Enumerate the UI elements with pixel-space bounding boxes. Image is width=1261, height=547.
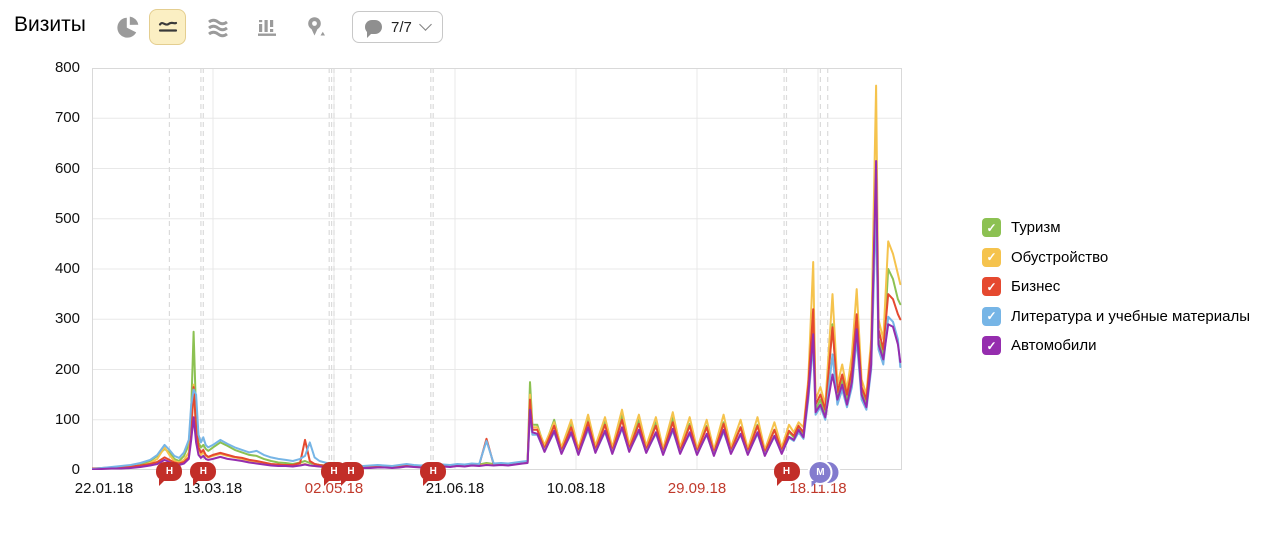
area-chart-icon: [207, 18, 228, 38]
column-chart-icon: [257, 20, 276, 36]
legend-label: Автомобили: [1011, 337, 1097, 355]
holiday-marker[interactable]: Н: [420, 462, 447, 486]
holiday-marker[interactable]: Н: [190, 462, 217, 486]
legend-checkbox-icon[interactable]: ✓: [982, 306, 1001, 326]
y-tick-label: 600: [54, 159, 80, 177]
x-tick-label: 18.11.18: [789, 480, 847, 497]
legend-item[interactable]: ✓ Литература и учебные материалы: [982, 302, 1250, 332]
y-tick-label: 200: [54, 360, 80, 378]
x-tick-label: 29.09.18: [667, 480, 727, 497]
comments-count: 7/7: [391, 18, 412, 36]
legend-checkbox-icon[interactable]: ✓: [982, 247, 1001, 267]
legend-item[interactable]: ✓ Туризм: [982, 213, 1250, 243]
chart-type-columns-button[interactable]: [248, 9, 285, 45]
plot-border: [92, 68, 902, 470]
legend-checkbox-icon[interactable]: ✓: [982, 336, 1001, 356]
holiday-marker[interactable]: Н: [337, 462, 364, 486]
legend-item[interactable]: ✓ Обустройство: [982, 243, 1250, 273]
legend-checkbox-icon[interactable]: ✓: [982, 218, 1001, 238]
series-line[interactable]: [92, 160, 902, 470]
legend-item[interactable]: ✓ Бизнес: [982, 272, 1250, 302]
y-tick-label: 800: [54, 59, 80, 76]
y-tick-label: 400: [54, 260, 80, 277]
y-tick-label: 100: [54, 410, 80, 428]
x-tick-label: 22.01.18: [74, 480, 134, 497]
line-chart-icon: [158, 21, 177, 32]
pie-chart-icon: [116, 16, 138, 38]
chart-type-line-button[interactable]: [149, 9, 186, 45]
holiday-marker[interactable]: Н: [156, 462, 183, 486]
chart-legend: ✓ Туризм ✓ Обустройство ✓ Бизнес ✓ Литература и…: [982, 213, 1250, 361]
chart-type-map-button[interactable]: [297, 9, 334, 45]
legend-item[interactable]: ✓ Автомобили: [982, 331, 1250, 361]
y-tick-label: 700: [54, 109, 80, 127]
comments-filter-button[interactable]: 7/7: [352, 11, 443, 43]
map-pin-icon: [307, 17, 325, 36]
legend-label: Литература и учебные материалы: [1011, 307, 1251, 325]
y-tick-label: 500: [54, 209, 80, 227]
plot-area[interactable]: [92, 68, 902, 470]
chart-type-area-button[interactable]: [199, 9, 236, 45]
legend-label: Обустройство: [1011, 248, 1109, 266]
y-tick-label: 300: [54, 310, 80, 328]
holiday-marker[interactable]: Н: [773, 462, 800, 486]
legend-label: Бизнес: [1011, 278, 1061, 296]
x-tick-label: 10.08.18: [546, 480, 606, 497]
y-tick-label: 0: [71, 461, 80, 478]
x-tick-label: 21.06.18: [425, 480, 485, 497]
legend-label: Туризм: [1011, 219, 1061, 237]
x-tick-label: 02.05.18: [304, 480, 364, 497]
speech-bubble-icon: [365, 20, 382, 38]
note-marker[interactable]: М: [807, 460, 833, 487]
chart-type-pie-button[interactable]: [109, 9, 146, 45]
page-title: Визиты: [14, 13, 86, 36]
legend-checkbox-icon[interactable]: ✓: [982, 277, 1001, 297]
